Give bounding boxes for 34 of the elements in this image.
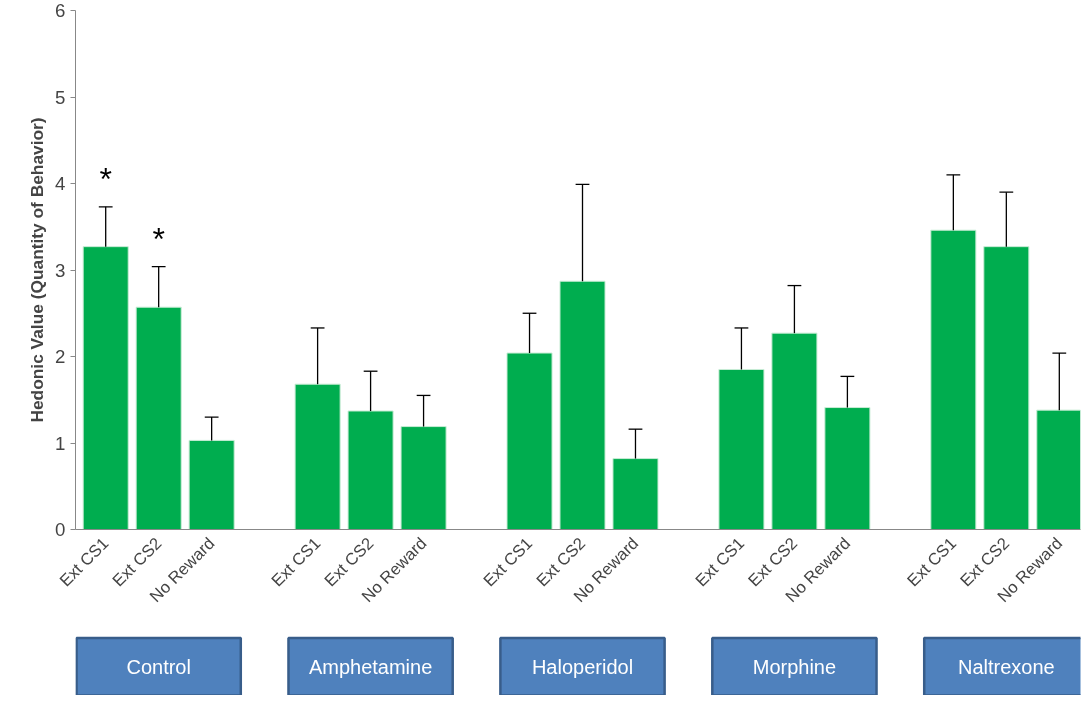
text: Morphine — [752, 655, 837, 678]
bar — [559, 280, 606, 530]
x-tick-label: Ext CS1 — [479, 533, 537, 591]
annotation: * — [99, 160, 112, 197]
bar — [294, 383, 341, 530]
bar — [930, 229, 977, 530]
bar — [82, 246, 129, 530]
bar — [400, 426, 447, 530]
y-axis-title: Hedonic Value (Quantity of Behavior) — [27, 117, 48, 423]
bar — [1036, 409, 1081, 530]
text: Control — [126, 655, 191, 678]
bar — [718, 368, 765, 530]
y-tick-label: 0 — [55, 519, 66, 540]
y-tick-label: 6 — [55, 0, 66, 21]
text: Amphetamine — [308, 655, 433, 678]
bar — [347, 410, 394, 530]
bar — [188, 439, 235, 530]
x-tick-label: Ext CS1 — [267, 533, 325, 591]
bar — [824, 407, 871, 530]
y-tick-label: 2 — [55, 346, 66, 367]
bar — [983, 246, 1030, 530]
bar — [506, 352, 553, 530]
bar — [771, 332, 818, 530]
y-tick-label: 4 — [55, 173, 66, 194]
y-tick-label: 1 — [55, 432, 66, 454]
x-tick-label: Ext CS1 — [691, 533, 749, 591]
bar — [612, 458, 659, 530]
bar — [135, 306, 182, 530]
text: Haloperidol — [531, 655, 634, 678]
annotation: * — [152, 220, 165, 257]
x-tick-label: Ext CS1 — [903, 533, 961, 591]
text: Naltrexone — [957, 655, 1055, 678]
y-tick-label: 5 — [55, 86, 66, 108]
y-tick-label: 3 — [55, 259, 66, 281]
